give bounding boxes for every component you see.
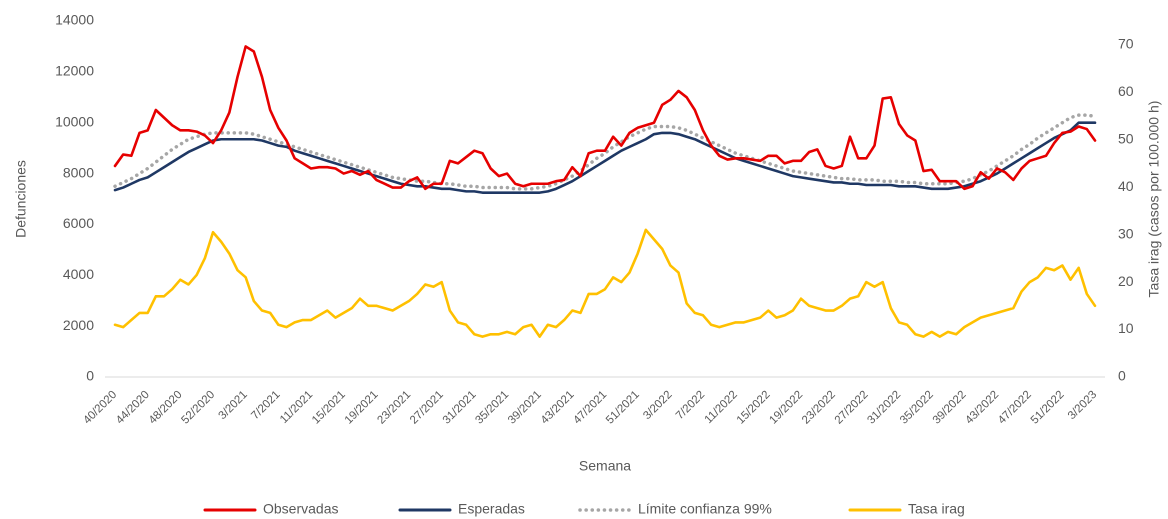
- series-line: [113, 228, 1097, 338]
- x-tick-label: 47/2021: [571, 389, 609, 427]
- x-tick-label: 51/2022: [1029, 389, 1067, 427]
- x-tick-label: 48/2020: [147, 389, 185, 427]
- x-tick-label: 15/2022: [735, 389, 773, 427]
- y2-tick-label: 20: [1118, 273, 1134, 289]
- x-tick-label: 3/2022: [641, 389, 674, 422]
- y-axis-title: Defunciones: [13, 160, 29, 238]
- x-tick-label: 31/2021: [441, 389, 479, 427]
- x-tick-label: 35/2022: [898, 389, 936, 427]
- x-tick-label: 19/2022: [767, 389, 805, 427]
- x-tick-label: 43/2022: [963, 389, 1001, 427]
- y-tick-label: 2000: [63, 317, 94, 333]
- x-tick-label: 15/2021: [310, 389, 348, 427]
- series-line: [113, 113, 1097, 191]
- x-tick-label: 52/2020: [179, 389, 217, 427]
- y2-tick-label: 40: [1118, 178, 1134, 194]
- x-tick-label: 39/2021: [506, 389, 544, 427]
- y-tick-label: 4000: [63, 266, 94, 282]
- x-tick-label: 51/2021: [604, 389, 642, 427]
- x-tick-label: 35/2021: [473, 389, 511, 427]
- x-tick-label: 3/2021: [217, 389, 250, 422]
- x-tick-label: 11/2021: [278, 389, 315, 426]
- legend-label: Esperadas: [458, 501, 525, 517]
- x-axis-title: Semana: [579, 458, 631, 474]
- y2-tick-label: 10: [1118, 320, 1134, 336]
- y2-tick-label: 70: [1118, 35, 1134, 51]
- x-tick-label: 39/2022: [931, 389, 969, 427]
- y2-tick-label: 30: [1118, 225, 1134, 241]
- legend-label: Observadas: [263, 501, 338, 517]
- x-tick-label: 43/2021: [539, 389, 577, 427]
- x-tick-label: 23/2022: [800, 389, 838, 427]
- y-tick-label: 8000: [63, 164, 94, 180]
- y2-tick-label: 50: [1118, 130, 1134, 146]
- y-tick-label: 0: [86, 368, 94, 384]
- x-tick-label: 31/2022: [865, 389, 903, 427]
- x-tick-label: 3/2023: [1066, 389, 1099, 422]
- y-tick-label: 6000: [63, 215, 94, 231]
- y2-tick-label: 0: [1118, 368, 1126, 384]
- x-tick-label: 27/2022: [833, 389, 871, 427]
- x-tick-label: 11/2022: [703, 389, 740, 426]
- series-line: [113, 45, 1097, 191]
- y2-axis-title: Tasa irag (casos por 100.000 h): [1146, 101, 1162, 298]
- legend-label: Límite confianza 99%: [638, 501, 772, 517]
- legend-label: Tasa irag: [908, 501, 965, 517]
- y-tick-label: 14000: [55, 12, 94, 28]
- x-tick-label: 19/2021: [343, 389, 381, 427]
- x-tick-label: 40/2020: [81, 389, 119, 427]
- x-tick-label: 23/2021: [375, 389, 413, 427]
- x-tick-label: 27/2021: [408, 389, 446, 427]
- x-tick-label: 47/2022: [996, 389, 1034, 427]
- y2-tick-label: 60: [1118, 83, 1134, 99]
- x-tick-label: 44/2020: [114, 389, 152, 427]
- y-tick-label: 10000: [55, 113, 94, 129]
- series-line: [113, 121, 1097, 194]
- y-tick-label: 12000: [55, 63, 94, 79]
